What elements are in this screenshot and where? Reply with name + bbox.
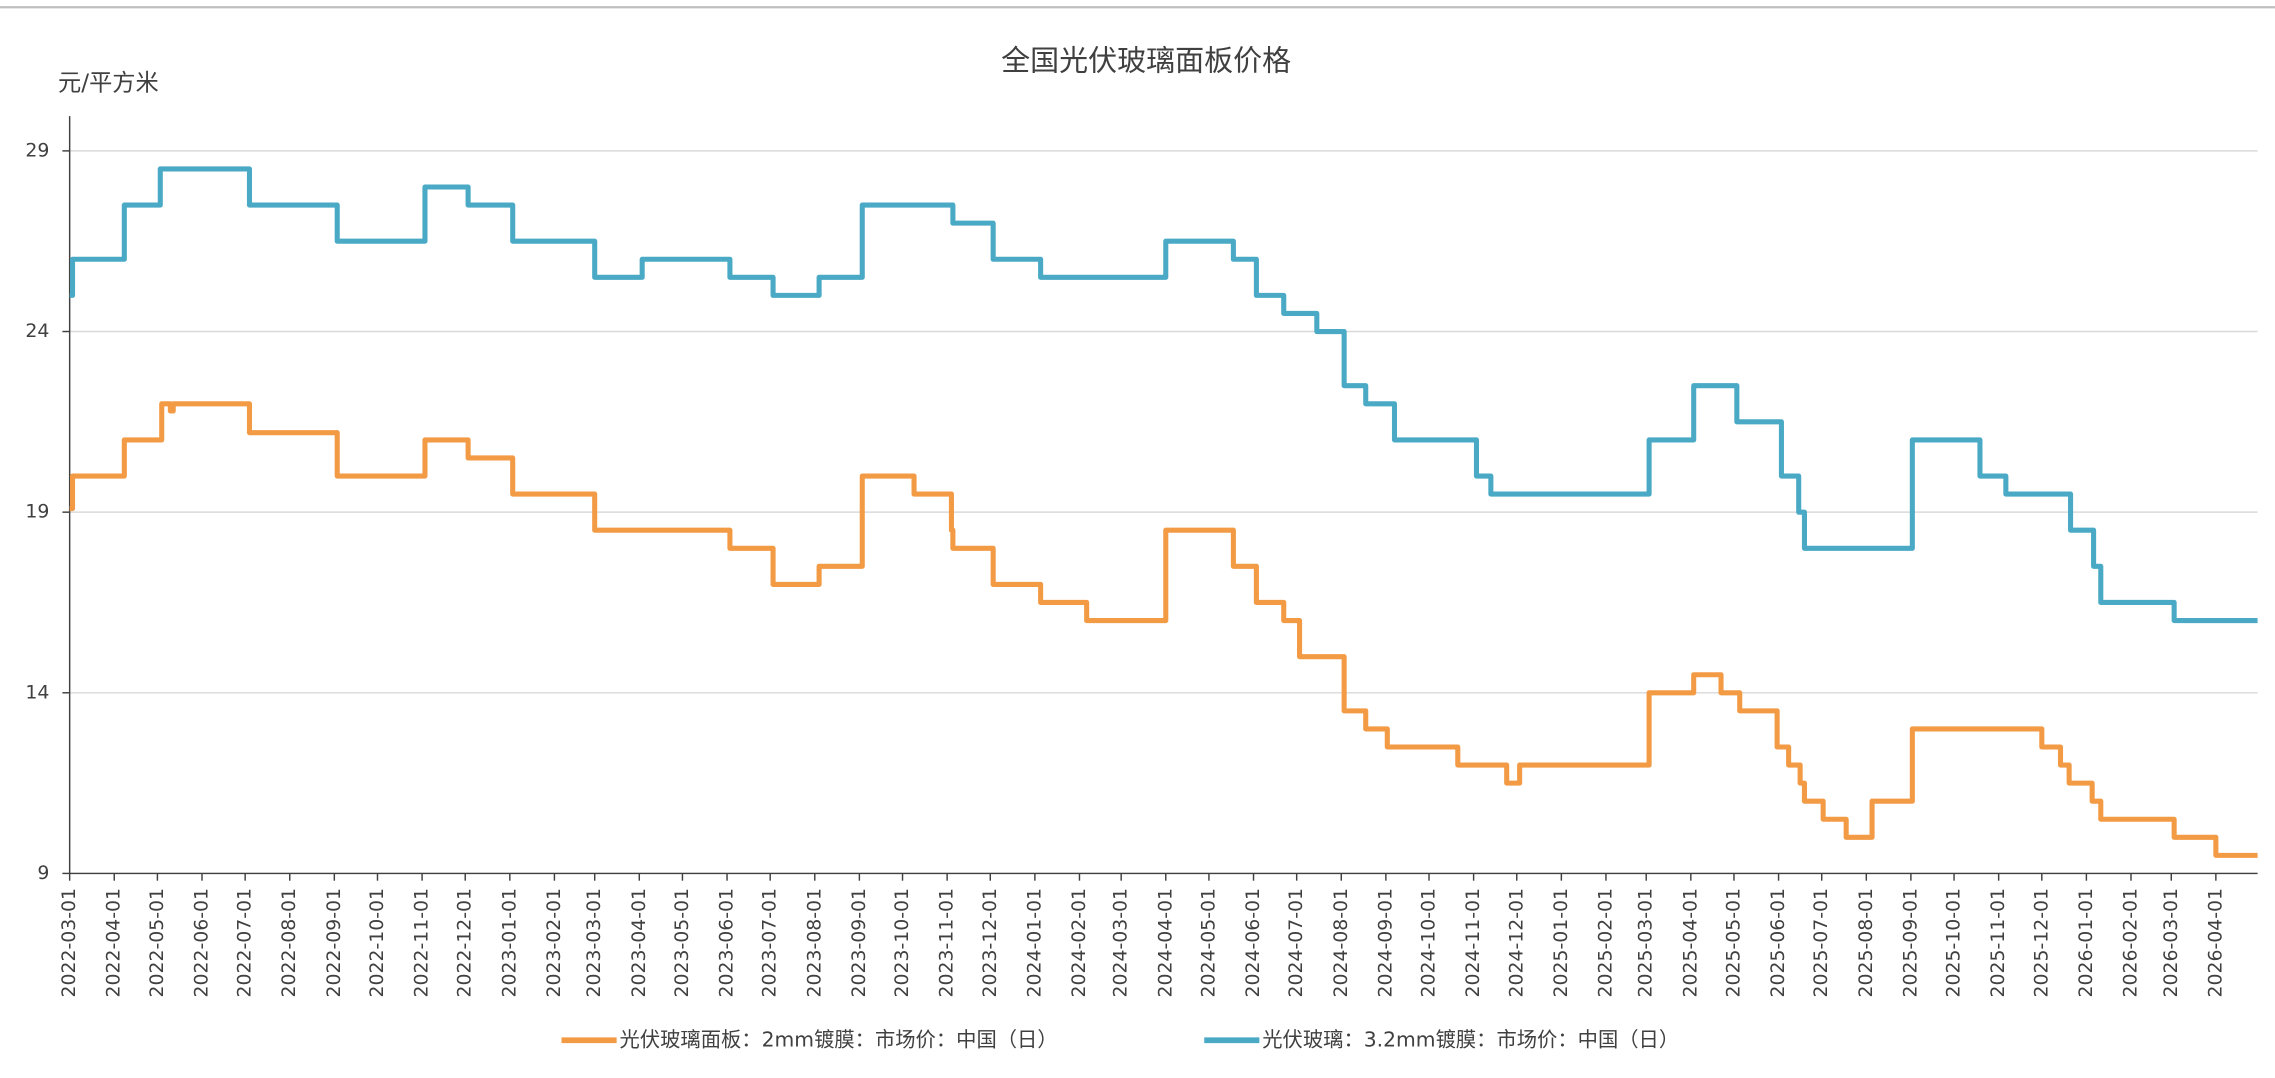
x-tick-label: 2024-08-01	[1330, 888, 1352, 998]
x-tick-label: 2023-01-01	[498, 888, 520, 998]
y-tick-label: 9	[37, 862, 49, 884]
x-tick-label: 2026-01-01	[2075, 888, 2097, 998]
x-tick-label: 2025-03-01	[1635, 888, 1657, 998]
x-tick-label: 2022-07-01	[234, 888, 256, 998]
x-tick-label: 2025-06-01	[1767, 888, 1789, 998]
x-tick-label: 2025-02-01	[1594, 888, 1616, 998]
x-tick-label: 2024-11-01	[1462, 888, 1484, 998]
x-tick-label: 2024-09-01	[1374, 888, 1396, 998]
x-tick-label: 2025-05-01	[1722, 888, 1744, 998]
x-tick-label: 2024-12-01	[1505, 888, 1527, 998]
x-tick-label: 2022-05-01	[146, 888, 168, 998]
x-tick-label: 2025-04-01	[1679, 888, 1701, 998]
x-tick-label: 2025-11-01	[1987, 888, 2009, 998]
x-tick-label: 2022-03-01	[58, 888, 80, 998]
series-line	[69, 401, 2258, 858]
y-tick-label: 24	[25, 320, 49, 342]
legend-item: 光伏玻璃：3.2mm镀膜：市场价：中国（日）	[1204, 1027, 1679, 1051]
x-tick-label: 2025-10-01	[1943, 888, 1965, 998]
x-tick-label: 2024-01-01	[1023, 888, 1045, 998]
x-tick-label: 2023-06-01	[716, 888, 738, 998]
x-tick-label: 2023-02-01	[543, 888, 565, 998]
x-tick-label: 2023-09-01	[848, 888, 870, 998]
x-tick-label: 2023-10-01	[891, 888, 913, 998]
x-tick-label: 2022-11-01	[411, 888, 433, 998]
y-tick-label: 29	[25, 139, 49, 161]
legend-item: 光伏玻璃面板：2mm镀膜：市场价：中国（日）	[561, 1027, 1058, 1051]
x-tick-label: 2022-09-01	[323, 888, 345, 998]
x-tick-label: 2024-03-01	[1110, 888, 1132, 998]
legend-label: 光伏玻璃：3.2mm镀膜：市场价：中国（日）	[1262, 1027, 1679, 1051]
y-tick-label: 14	[25, 681, 49, 703]
x-tick-label: 2025-07-01	[1810, 888, 1832, 998]
x-tick-label: 2026-04-01	[2204, 888, 2226, 998]
x-tick-label: 2023-12-01	[979, 888, 1001, 998]
x-tick-label: 2025-08-01	[1855, 888, 1877, 998]
x-tick-label: 2024-06-01	[1242, 888, 1264, 998]
x-tick-label: 2022-12-01	[454, 888, 476, 998]
x-tick-label: 2023-04-01	[628, 888, 650, 998]
legend-label: 光伏玻璃面板：2mm镀膜：市场价：中国（日）	[620, 1027, 1058, 1051]
x-tick-label: 2024-10-01	[1418, 888, 1440, 998]
y-tick-label: 19	[25, 501, 49, 523]
x-tick-label: 2024-07-01	[1285, 888, 1307, 998]
x-tick-label: 2022-06-01	[190, 888, 212, 998]
x-tick-label: 2023-03-01	[583, 888, 605, 998]
x-tick-label: 2022-04-01	[103, 888, 125, 998]
x-tick-label: 2022-10-01	[366, 888, 388, 998]
x-tick-label: 2025-01-01	[1550, 888, 1572, 998]
x-tick-label: 2026-03-01	[2160, 888, 2182, 998]
x-tick-label: 2023-07-01	[759, 888, 781, 998]
x-tick-label: 2024-04-01	[1154, 888, 1176, 998]
y-axis-label: 元/平方米	[58, 70, 159, 97]
x-tick-label: 2025-09-01	[1899, 888, 1921, 998]
x-tick-label: 2024-02-01	[1068, 888, 1090, 998]
x-tick-label: 2024-05-01	[1197, 888, 1219, 998]
x-tick-label: 2026-02-01	[2119, 888, 2141, 998]
x-tick-label: 2023-05-01	[671, 888, 693, 998]
chart-title: 全国光伏玻璃面板价格	[1001, 43, 1291, 77]
x-tick-label: 2023-11-01	[936, 888, 958, 998]
x-tick-label: 2023-08-01	[803, 888, 825, 998]
series-line	[69, 166, 2258, 624]
x-tick-label: 2025-12-01	[2030, 888, 2052, 998]
x-tick-label: 2022-08-01	[278, 888, 300, 998]
